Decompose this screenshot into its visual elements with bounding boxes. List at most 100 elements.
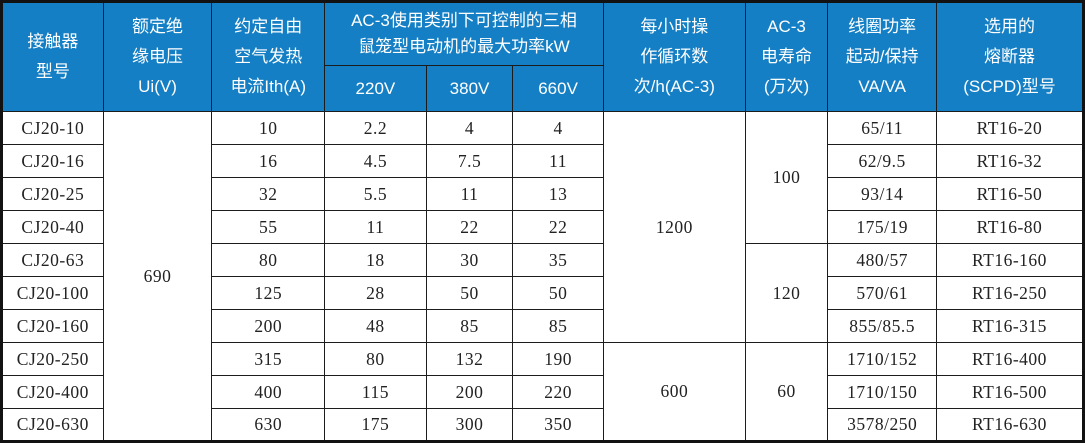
cell-380v: 4 (425, 111, 514, 145)
col-header-coil: 线圈功率 起动/保持 VA/VA (827, 1, 937, 112)
cell-ith: 80 (211, 243, 326, 277)
cell-220v: 2.2 (324, 111, 427, 145)
cell-coil: 93/14 (827, 177, 937, 211)
cell-fuse: RT16-400 (936, 342, 1084, 376)
cell-380v: 11 (425, 177, 514, 211)
header-row-2: 220V 380V 660V (2, 65, 1084, 112)
cell-380v: 300 (425, 408, 514, 442)
cell-cycles-merged: 600 (602, 342, 746, 442)
cell-fuse: RT16-500 (936, 375, 1084, 409)
col-header-ac3-power-group: AC-3使用类别下可控制的三相 鼠笼型电动机的最大功率kW (324, 1, 604, 66)
col-header-660v: 660V (512, 65, 604, 112)
cell-ui-merged: 690 (102, 111, 213, 442)
cell-ith: 630 (211, 408, 326, 442)
cell-coil: 3578/250 (827, 408, 937, 442)
cell-cycles-merged: 1200 (602, 111, 746, 343)
cell-model: CJ20-25 (1, 177, 104, 211)
col-header-model: 接触器 型号 (1, 1, 104, 112)
cell-220v: 48 (324, 309, 427, 343)
cell-fuse: RT16-32 (936, 144, 1084, 178)
cell-model: CJ20-250 (1, 342, 104, 376)
cell-coil: 480/57 (827, 243, 937, 277)
cell-380v: 85 (425, 309, 514, 343)
cell-660v: 4 (512, 111, 604, 145)
table-row: CJ20-40 55 11 22 22 175/19 RT16-80 (1, 210, 1084, 244)
cell-coil: 855/85.5 (827, 309, 937, 343)
table-row: CJ20-160 200 48 85 85 855/85.5 RT16-315 (1, 309, 1084, 343)
cell-380v: 30 (425, 243, 514, 277)
cell-380v: 132 (425, 342, 514, 376)
cell-660v: 220 (512, 375, 604, 409)
cell-ith: 55 (211, 210, 326, 244)
cell-model: CJ20-160 (1, 309, 104, 343)
cell-660v: 22 (512, 210, 604, 244)
header-row-1: 接触器 型号 额定绝 缘电压 Ui(V) 约定自由 空气发热 电流Ith(A) … (1, 1, 1084, 112)
cell-220v: 18 (324, 243, 427, 277)
table-row: CJ20-63 80 18 30 35 120 480/57 RT16-160 (1, 243, 1084, 343)
table-row: CJ20-400 400 115 200 220 1710/150 RT16-5… (1, 375, 1084, 409)
cell-fuse: RT16-315 (936, 309, 1084, 343)
cell-coil: 1710/150 (827, 375, 937, 409)
table-row: CJ20-10 690 10 2.2 4 4 1200 100 65/11 RT… (1, 111, 1084, 442)
cell-660v: 50 (512, 276, 604, 310)
cell-220v: 115 (324, 375, 427, 409)
cell-380v: 7.5 (425, 144, 514, 178)
col-header-380v: 380V (425, 65, 514, 112)
table-row: CJ20-16 16 4.5 7.5 11 62/9.5 RT16-32 (1, 144, 1084, 178)
col-header-fuse: 选用的 熔断器 (SCPD)型号 (936, 1, 1084, 112)
col-header-ith: 约定自由 空气发热 电流Ith(A) (211, 1, 326, 112)
cell-380v: 22 (425, 210, 514, 244)
cell-model: CJ20-40 (1, 210, 104, 244)
col-header-220v: 220V (324, 65, 427, 112)
cell-ith: 400 (211, 375, 326, 409)
cell-380v: 200 (425, 375, 514, 409)
cell-model: CJ20-400 (1, 375, 104, 409)
cell-model: CJ20-100 (1, 276, 104, 310)
cell-ith: 16 (211, 144, 326, 178)
cell-ith: 32 (211, 177, 326, 211)
col-header-ui: 额定绝 缘电压 Ui(V) (102, 1, 213, 112)
cell-fuse: RT16-630 (936, 408, 1084, 442)
table-row: CJ20-25 32 5.5 11 13 93/14 RT16-50 (1, 177, 1084, 211)
cell-fuse: RT16-250 (936, 276, 1084, 310)
cell-coil: 65/11 (827, 111, 937, 145)
table-row: CJ20-100 125 28 50 50 570/61 RT16-250 (1, 276, 1084, 310)
cell-660v: 11 (512, 144, 604, 178)
cell-fuse: RT16-160 (936, 243, 1084, 277)
cell-660v: 35 (512, 243, 604, 277)
table-body: CJ20-10 690 10 2.2 4 4 1200 100 65/11 RT… (1, 111, 1084, 442)
cell-model: CJ20-10 (1, 111, 104, 145)
col-header-life: AC-3 电寿命 (万次) (744, 1, 829, 112)
cell-fuse: RT16-50 (936, 177, 1084, 211)
cell-380v: 50 (425, 276, 514, 310)
cell-fuse: RT16-80 (936, 210, 1084, 244)
cell-life-merged: 60 (744, 342, 829, 442)
cell-coil: 570/61 (827, 276, 937, 310)
cell-220v: 175 (324, 408, 427, 442)
cell-ith: 10 (211, 111, 326, 145)
cell-life-merged: 100 (744, 111, 829, 244)
cell-model: CJ20-16 (1, 144, 104, 178)
cell-220v: 11 (324, 210, 427, 244)
cell-coil: 175/19 (827, 210, 937, 244)
cell-660v: 85 (512, 309, 604, 343)
cell-fuse: RT16-20 (936, 111, 1084, 145)
cell-ith: 125 (211, 276, 326, 310)
cell-220v: 80 (324, 342, 427, 376)
table-header: 接触器 型号 额定绝 缘电压 Ui(V) 约定自由 空气发热 电流Ith(A) … (1, 1, 1084, 112)
cell-coil: 62/9.5 (827, 144, 937, 178)
cell-ith: 315 (211, 342, 326, 376)
cell-660v: 350 (512, 408, 604, 442)
cell-660v: 190 (512, 342, 604, 376)
cell-life-merged: 120 (744, 243, 829, 343)
cell-coil: 1710/152 (827, 342, 937, 376)
cell-220v: 28 (324, 276, 427, 310)
cell-660v: 13 (512, 177, 604, 211)
cell-model: CJ20-630 (1, 408, 104, 442)
cell-220v: 5.5 (324, 177, 427, 211)
cell-model: CJ20-63 (1, 243, 104, 277)
table-row: CJ20-250 315 80 132 190 600 60 1710/152 … (1, 342, 1084, 442)
col-header-cycles: 每小时操 作循环数 次/h(AC-3) (602, 1, 746, 112)
